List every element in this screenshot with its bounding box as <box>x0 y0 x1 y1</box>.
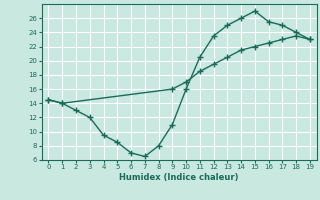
X-axis label: Humidex (Indice chaleur): Humidex (Indice chaleur) <box>119 173 239 182</box>
